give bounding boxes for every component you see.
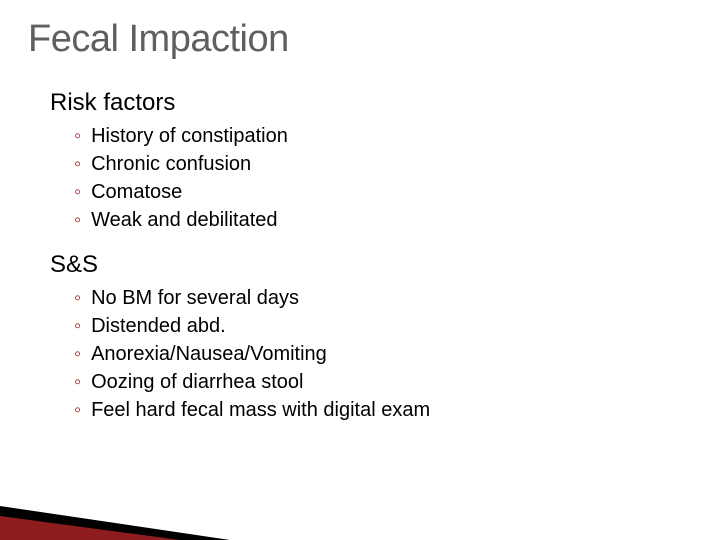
list-item-text: Anorexia/Nausea/Vomiting — [91, 341, 327, 367]
sub-list: ◦ No BM for several days ◦ Distended abd… — [74, 285, 692, 423]
slide-title: Fecal Impaction — [28, 18, 692, 61]
content-area: ֐ Risk factors ◦ History of constipation… — [40, 89, 692, 423]
corner-accent — [0, 490, 230, 540]
list-item: ◦ No BM for several days — [74, 285, 692, 311]
list-item-text: Feel hard fecal mass with digital exam — [91, 397, 430, 423]
section-header: ֐ S&S — [40, 251, 692, 279]
bullet-sub-icon: ◦ — [74, 397, 81, 423]
list-item-text: Oozing of diarrhea stool — [91, 369, 303, 395]
bullet-sub-icon: ◦ — [74, 369, 81, 395]
list-item: ◦ Distended abd. — [74, 313, 692, 339]
section-s-and-s: ֐ S&S ◦ No BM for several days ◦ Distend… — [40, 251, 692, 423]
list-item: ◦ Comatose — [74, 179, 692, 205]
list-item: ◦ Feel hard fecal mass with digital exam — [74, 397, 692, 423]
bullet-sub-icon: ◦ — [74, 207, 81, 233]
list-item: ◦ Anorexia/Nausea/Vomiting — [74, 341, 692, 367]
slide: Fecal Impaction ֐ Risk factors ◦ History… — [0, 0, 720, 540]
list-item-text: Comatose — [91, 179, 182, 205]
list-item: ◦ History of constipation — [74, 123, 692, 149]
section-title: S&S — [50, 251, 98, 279]
list-item: ◦ Chronic confusion — [74, 151, 692, 177]
bullet-sub-icon: ◦ — [74, 285, 81, 311]
section-header: ֐ Risk factors — [40, 89, 692, 117]
section-title: Risk factors — [50, 89, 175, 117]
corner-accent-red — [0, 516, 180, 540]
list-item-text: Chronic confusion — [91, 151, 251, 177]
list-item-text: No BM for several days — [91, 285, 299, 311]
list-item: ◦ Weak and debilitated — [74, 207, 692, 233]
bullet-sub-icon: ◦ — [74, 179, 81, 205]
bullet-sub-icon: ◦ — [74, 341, 81, 367]
list-item-text: Distended abd. — [91, 313, 226, 339]
bullet-sub-icon: ◦ — [74, 313, 81, 339]
bullet-sub-icon: ◦ — [74, 151, 81, 177]
list-item-text: Weak and debilitated — [91, 207, 277, 233]
bullet-sub-icon: ◦ — [74, 123, 81, 149]
list-item: ◦ Oozing of diarrhea stool — [74, 369, 692, 395]
section-risk-factors: ֐ Risk factors ◦ History of constipation… — [40, 89, 692, 233]
sub-list: ◦ History of constipation ◦ Chronic conf… — [74, 123, 692, 233]
list-item-text: History of constipation — [91, 123, 288, 149]
